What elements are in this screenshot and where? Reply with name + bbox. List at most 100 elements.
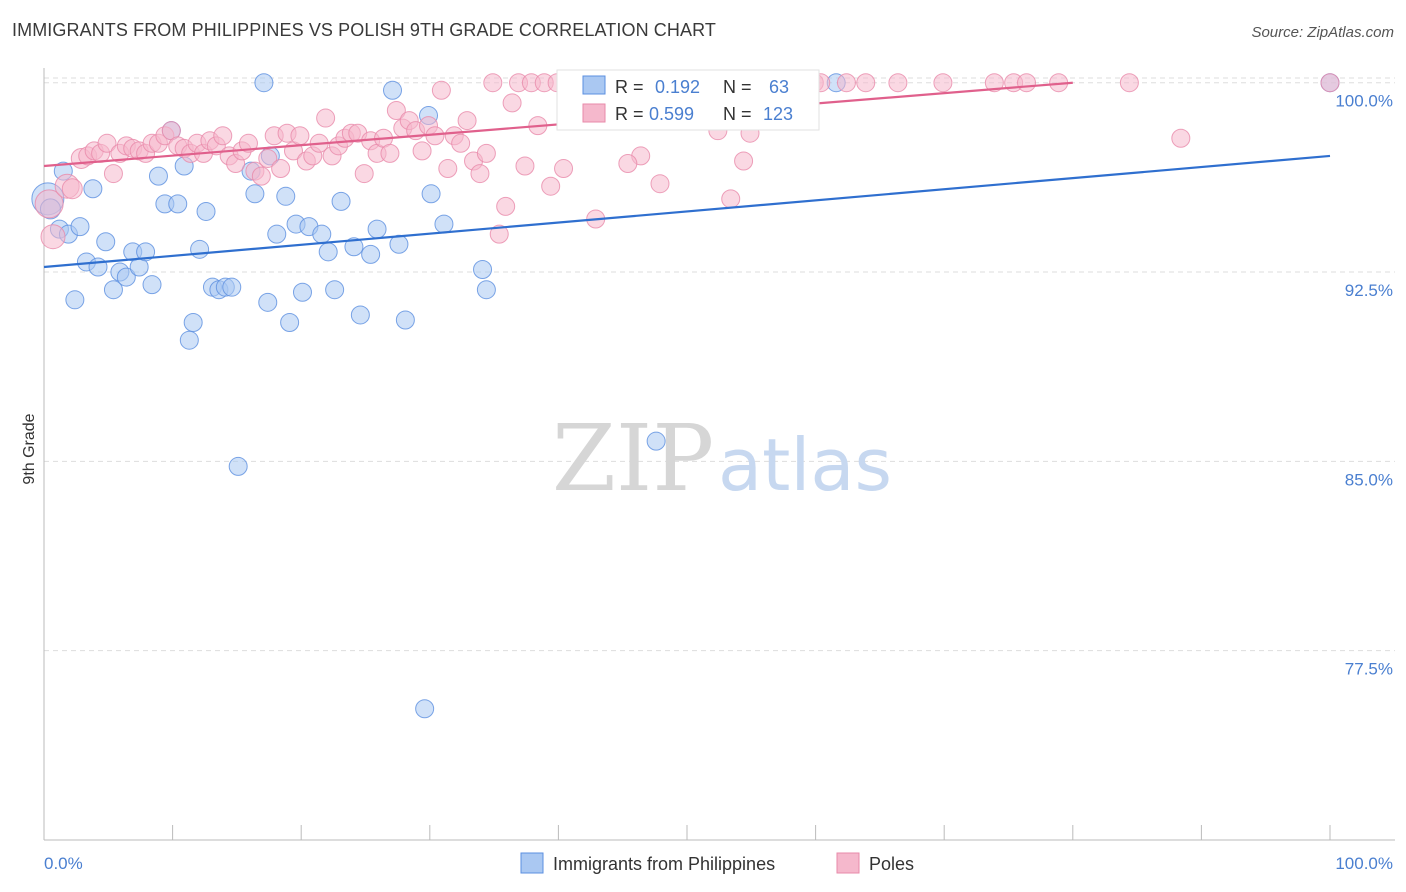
poles-point [238, 133, 258, 153]
philippines-point [245, 184, 265, 204]
chart-title: IMMIGRANTS FROM PHILIPPINES VS POLISH 9T… [12, 20, 716, 40]
watermark: ZIP atlas [552, 405, 892, 512]
philippines-point [142, 275, 162, 295]
philippines-point [83, 179, 103, 199]
poles-point [290, 126, 310, 146]
series-philippines-points [31, 73, 1340, 719]
poles-point [933, 73, 953, 93]
philippines-point [325, 280, 345, 300]
philippines-point [179, 330, 199, 350]
stats-pink-n-label: N = [723, 104, 752, 124]
philippines-point [96, 232, 116, 252]
poles-point [856, 73, 876, 93]
poles-point [431, 80, 451, 100]
philippines-point [318, 242, 338, 262]
philippines-point [421, 184, 441, 204]
legend-poles-swatch [836, 852, 860, 874]
poles-point [258, 148, 278, 168]
philippines-point [258, 292, 278, 312]
philippines-point [276, 186, 296, 206]
poles-point [888, 73, 908, 93]
poles-point [470, 164, 490, 184]
legend-poles-label: Poles [869, 854, 914, 874]
philippines-point [267, 224, 287, 244]
poles-point [496, 196, 516, 216]
poles-point [1171, 128, 1191, 148]
legend: Immigrants from Philippines Poles [520, 852, 914, 874]
poles-point [457, 111, 477, 131]
poles-point [61, 178, 83, 200]
poles-point [721, 189, 741, 209]
poles-point [618, 153, 638, 173]
poles-point [476, 143, 496, 163]
poles-point [1017, 73, 1037, 93]
philippines-point [183, 313, 203, 333]
poles-point [1320, 73, 1340, 93]
stats-blue-r-value: 0.192 [655, 77, 700, 97]
philippines-point [646, 431, 666, 451]
chart-source: Source: ZipAtlas.com [1251, 24, 1394, 41]
watermark-atlas: atlas [718, 423, 892, 507]
y-tick-label: 92.5% [1345, 281, 1393, 300]
poles-point [502, 93, 522, 113]
y-tick-label: 100.0% [1335, 92, 1393, 111]
philippines-trend-line [43, 154, 1331, 269]
philippines-point [312, 224, 332, 244]
stats-pink-r-label: R = [615, 104, 644, 124]
poles-point [734, 151, 754, 171]
legend-philippines-label: Immigrants from Philippines [553, 854, 775, 874]
poles-point [103, 164, 123, 184]
philippines-point [168, 194, 188, 214]
stats-pink-n-value: 123 [763, 104, 793, 124]
stats-blue-r-label: R = [615, 77, 644, 97]
poles-point [1119, 73, 1139, 93]
philippines-point [148, 166, 168, 186]
poles-point [97, 133, 117, 153]
poles-point [541, 176, 561, 196]
philippines-point [383, 80, 403, 100]
philippines-point [222, 277, 242, 297]
y-tick-label: 77.5% [1345, 660, 1393, 679]
x-tick-labels: 0.0% 100.0% [44, 854, 1393, 873]
watermark-zip: ZIP [552, 405, 714, 512]
philippines-point [280, 313, 300, 333]
philippines-point [65, 290, 85, 310]
poles-point [380, 143, 400, 163]
poles-point [515, 156, 535, 176]
stats-blue-n-label: N = [723, 77, 752, 97]
philippines-point [292, 282, 312, 302]
poles-point [483, 73, 503, 93]
philippines-point [476, 280, 496, 300]
philippines-point [136, 242, 156, 262]
poles-point [412, 141, 432, 161]
philippines-point [70, 217, 90, 237]
stats-pink-r-value: 0.599 [649, 104, 694, 124]
philippines-point [103, 280, 123, 300]
poles-point [554, 159, 574, 179]
poles-point [40, 224, 66, 250]
y-tick-label: 85.0% [1345, 470, 1393, 489]
poles-point [386, 100, 406, 120]
philippines-point [254, 73, 274, 93]
philippines-point [196, 201, 216, 221]
poles-point [836, 73, 856, 93]
y-tick-labels: 77.5% 85.0% 92.5% 100.0% [1335, 92, 1393, 679]
philippines-point [415, 699, 435, 719]
y-axis-label: 9th Grade [21, 413, 38, 484]
stats-pink-swatch [582, 103, 606, 123]
poles-point [984, 73, 1004, 93]
poles-point [34, 189, 64, 219]
philippines-point [395, 310, 415, 330]
poles-point [451, 133, 471, 153]
stats-blue-n-value: 63 [769, 77, 789, 97]
x-tick-label: 0.0% [44, 854, 83, 873]
poles-point [489, 224, 509, 244]
poles-point [213, 126, 233, 146]
philippines-point [367, 219, 387, 239]
philippines-point [473, 260, 493, 280]
poles-point [316, 108, 336, 128]
poles-point [271, 159, 291, 179]
poles-point [251, 166, 271, 186]
poles-point [354, 164, 374, 184]
